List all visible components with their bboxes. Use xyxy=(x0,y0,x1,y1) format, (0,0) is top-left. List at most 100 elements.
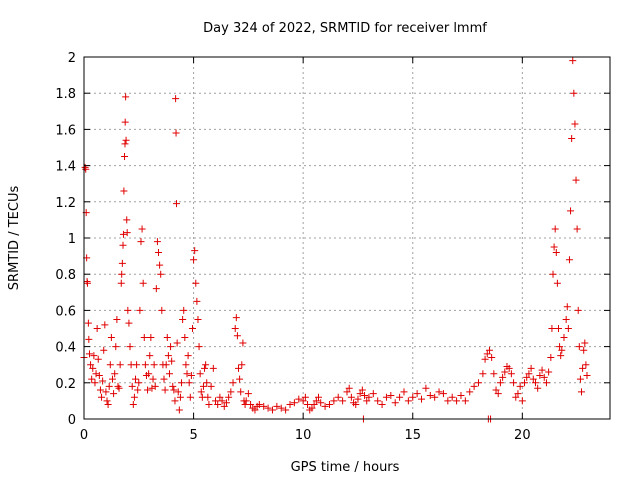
data-point xyxy=(174,388,182,396)
data-point xyxy=(531,379,539,387)
data-point xyxy=(354,395,362,403)
data-point xyxy=(123,216,131,224)
data-point xyxy=(103,397,111,405)
data-point xyxy=(212,397,219,405)
data-point xyxy=(466,388,474,396)
data-point xyxy=(178,379,186,387)
data-point xyxy=(218,397,226,405)
data-point xyxy=(540,373,548,381)
data-point xyxy=(152,285,160,293)
y-tick-label: 1.4 xyxy=(55,160,76,175)
data-point xyxy=(165,370,173,378)
data-point xyxy=(167,343,175,351)
data-point xyxy=(299,397,307,405)
data-point xyxy=(99,377,107,385)
data-point xyxy=(492,386,500,394)
data-point xyxy=(202,361,210,369)
data-point xyxy=(135,379,143,387)
data-point xyxy=(553,279,561,287)
data-point xyxy=(111,370,119,378)
data-point xyxy=(190,256,198,264)
data-point xyxy=(512,393,520,401)
data-point xyxy=(369,390,377,398)
data-point xyxy=(98,393,106,401)
data-point xyxy=(179,315,187,323)
data-point xyxy=(235,364,243,372)
data-point xyxy=(148,384,156,392)
data-point xyxy=(117,279,125,287)
data-point xyxy=(548,325,556,332)
data-point xyxy=(110,390,118,398)
data-point xyxy=(81,163,89,171)
data-point xyxy=(128,382,136,390)
data-point xyxy=(387,391,395,399)
data-point xyxy=(470,382,478,390)
data-point xyxy=(545,368,553,376)
data-point xyxy=(146,352,154,360)
data-point xyxy=(173,339,181,347)
x-tick-label: 0 xyxy=(80,428,88,443)
data-point xyxy=(317,399,325,407)
data-point xyxy=(222,399,230,407)
data-point xyxy=(356,390,364,398)
data-point xyxy=(229,379,237,387)
chart-title: Day 324 of 2022, SRMTID for receiver lmm… xyxy=(203,21,487,36)
data-point xyxy=(122,136,130,144)
y-tick-label: 0.8 xyxy=(55,268,76,283)
data-point xyxy=(569,57,577,65)
data-point xyxy=(93,325,101,332)
y-tick-label: 1 xyxy=(68,232,76,247)
data-point xyxy=(345,384,353,392)
data-point xyxy=(132,375,140,383)
data-point xyxy=(529,375,537,383)
data-point xyxy=(182,361,190,369)
data-point xyxy=(170,386,178,394)
data-point xyxy=(94,355,102,363)
data-point xyxy=(203,379,211,387)
data-point xyxy=(277,404,285,412)
data-point xyxy=(138,225,146,233)
x-tick-label: 5 xyxy=(189,428,197,443)
data-point xyxy=(232,314,240,322)
data-point xyxy=(255,401,263,409)
data-point xyxy=(90,352,98,360)
data-point xyxy=(547,353,555,361)
data-point xyxy=(479,370,487,378)
data-point xyxy=(214,401,222,409)
data-point xyxy=(576,375,584,383)
data-point xyxy=(121,140,129,148)
axis-ticks: 00.20.40.60.811.21.41.61.820 5 10 15 20 xyxy=(55,51,610,443)
data-point xyxy=(578,388,586,396)
data-point xyxy=(239,339,247,347)
data-point xyxy=(207,382,215,390)
y-tick-label: 1.8 xyxy=(55,87,76,102)
data-point xyxy=(347,393,355,401)
data-point xyxy=(549,270,557,278)
data-point xyxy=(150,361,158,369)
data-point xyxy=(145,370,153,378)
data-point xyxy=(325,401,333,409)
data-point xyxy=(382,393,390,401)
data-point xyxy=(158,306,166,314)
data-point xyxy=(304,401,312,409)
data-point xyxy=(149,375,157,383)
data-point xyxy=(581,339,589,347)
data-point xyxy=(560,334,568,342)
data-point xyxy=(483,350,491,358)
data-point xyxy=(140,334,148,342)
data-point xyxy=(108,375,116,383)
data-point xyxy=(87,361,95,369)
data-point xyxy=(461,397,469,405)
data-point xyxy=(137,238,145,246)
data-point xyxy=(187,372,195,380)
y-tick-label: 0 xyxy=(68,413,76,428)
x-axis-label: GPS time / hours xyxy=(291,460,400,475)
data-point xyxy=(260,402,268,410)
data-point xyxy=(162,361,170,369)
data-point xyxy=(129,401,137,409)
data-point xyxy=(197,388,205,396)
data-point xyxy=(579,364,587,372)
data-point xyxy=(409,393,417,401)
data-point xyxy=(168,357,176,365)
data-point xyxy=(125,319,133,327)
